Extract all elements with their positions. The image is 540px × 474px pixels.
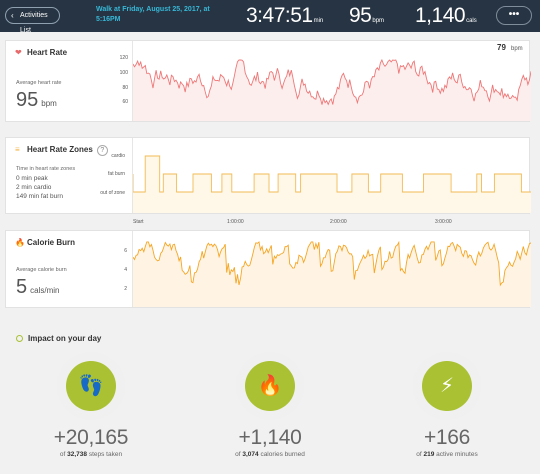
heart-rate-title: ❤ Heart Rate	[15, 48, 67, 57]
calorie-title-text: Calorie Burn	[27, 238, 76, 247]
avg-heart-rate-label: Average heart rate	[16, 80, 62, 86]
avg-heart-rate-value: 95	[16, 89, 39, 111]
calorie-area	[133, 241, 531, 307]
hr-ytick-100: 100	[120, 70, 129, 76]
calories-suffix: calories burned	[260, 451, 305, 458]
active-minutes-suffix: active minutes	[436, 451, 478, 458]
zones-bars-icon: ≡	[15, 145, 20, 154]
impact-dot-icon	[16, 335, 23, 342]
steps-total: 32,738	[67, 451, 88, 458]
avg-calorie-label: Average calorie burn	[16, 267, 67, 273]
xtick-start: Start	[133, 219, 144, 225]
zone-ytick-cardio: cardio	[111, 153, 125, 159]
heart-rate-summary: ❤ Heart Rate Average heart rate 95 bpm	[6, 41, 132, 121]
hr-ytick-60: 60	[122, 99, 128, 105]
avg-calorie-value: 5	[16, 276, 28, 298]
calories-ring: 🔥	[236, 352, 304, 420]
heart-rate-stat: 95bpm	[349, 4, 384, 28]
lightning-icon: ⚡	[422, 361, 472, 411]
cal-ytick-2: 2	[124, 286, 127, 292]
calorie-burn-chart[interactable]	[132, 231, 531, 307]
more-dots-icon: •••	[508, 9, 520, 20]
zone-peak: 0 min peak	[16, 175, 48, 182]
avg-calorie-unit: cals/min	[30, 286, 60, 295]
impact-title-text: Impact on your day	[28, 334, 102, 343]
heart-rate-value: 95	[349, 4, 372, 27]
calorie-burn-card: 🔥 Calorie Burn Average calorie burn 5 cals…	[5, 230, 531, 308]
zone-fat-burn: 149 min fat burn	[16, 193, 63, 200]
heart-rate-unit: bpm	[372, 18, 385, 24]
zone-cardio: 2 min cardio	[16, 184, 52, 191]
flame-icon: 🔥	[15, 238, 25, 247]
more-options-button[interactable]: •••	[496, 6, 532, 25]
flame-badge-icon: 🔥	[245, 361, 295, 411]
heart-rate-zones-card: ≡ Heart Rate Zones? Time in heart rate zo…	[5, 137, 531, 214]
active-minutes-ring: ⚡	[413, 352, 481, 420]
impact-active-minutes: ⚡ +166 of 219 active minutes	[377, 352, 517, 458]
avg-heart-rate-unit: bpm	[41, 99, 57, 108]
steps-of: of	[59, 451, 66, 458]
help-icon[interactable]: ?	[96, 145, 108, 156]
xtick-1h: 1:00:00	[227, 219, 244, 225]
time-axis: Start 1:00:00 2:00:00 3:00:00	[133, 219, 452, 225]
zone-ytick-out-of-zone: out of zone	[100, 190, 125, 196]
calories-added: +1,140	[238, 426, 302, 449]
hr-ytick-120-label: 120	[120, 55, 129, 61]
cal-ytick-4: 4	[124, 267, 127, 273]
calories-total: 3,074	[242, 451, 259, 458]
heart-rate-line	[133, 58, 531, 106]
calorie-summary: 🔥 Calorie Burn Average calorie burn 5 cals…	[6, 231, 132, 307]
activities-list-button[interactable]: ‹ Activities List	[5, 7, 60, 34]
calorie-line	[133, 240, 531, 287]
avg-calorie: 5 cals/min	[16, 276, 59, 299]
calories-stat: 1,140cals	[415, 4, 477, 28]
active-minutes-total: 219	[423, 451, 435, 458]
cal-ytick-6: 6	[124, 248, 127, 254]
steps-added: +20,165	[53, 426, 129, 449]
zones-title: ≡ Heart Rate Zones?	[15, 145, 108, 156]
chevron-left-icon: ‹	[11, 11, 14, 20]
current-hr-value: 79	[497, 43, 506, 52]
zones-line	[133, 155, 531, 193]
zone-ytick-fat-burn: fat burn	[108, 171, 125, 177]
impact-calories: 🔥 +1,140 of 3,074 calories burned	[200, 352, 340, 458]
active-minutes-total-line: of 219 active minutes	[377, 451, 517, 458]
xtick-3h: 3:00:00	[435, 219, 452, 225]
heart-rate-chart[interactable]: 120 79 bpm	[132, 41, 531, 121]
duration-unit: min	[313, 18, 324, 24]
zones-summary: ≡ Heart Rate Zones? Time in heart rate zo…	[6, 138, 132, 213]
hr-ytick-80: 80	[122, 85, 128, 91]
heart-rate-area	[133, 60, 531, 121]
calories-value: 1,140	[415, 4, 466, 27]
calorie-title: 🔥 Calorie Burn	[15, 238, 75, 247]
current-hr-unit: bpm	[511, 46, 523, 52]
heart-rate-title-text: Heart Rate	[27, 48, 68, 57]
calories-unit: cals	[466, 18, 477, 24]
heart-rate-card: ❤Heart Rate Average heart rate 95bpm 120…	[5, 40, 531, 122]
activity-title: Walk at Friday, August 25, 2017, at 5:16…	[96, 6, 210, 23]
impact-steps: 👣 +20,165 of 32,738 steps taken	[21, 352, 161, 458]
steps-suffix: steps taken	[88, 451, 123, 458]
activities-list-label: Activities List	[20, 12, 48, 34]
steps-total-line: of 32,738 steps taken	[21, 451, 161, 458]
duration-value: 3:47:51	[246, 4, 313, 27]
zones-area	[133, 156, 531, 213]
zones-time-label: Time in heart rate zones	[16, 166, 76, 172]
steps-ring: 👣	[57, 352, 125, 420]
heart-icon: ❤	[15, 48, 22, 57]
heart-rate-zones-chart[interactable]	[132, 138, 531, 213]
active-minutes-added: +166	[423, 426, 471, 449]
avg-heart-rate: 95 bpm	[16, 89, 57, 112]
calories-of: of	[235, 451, 241, 458]
duration-stat: 3:47:51min	[246, 4, 323, 28]
impact-title: Impact on your day	[16, 334, 101, 343]
y-axis-labels: 120 100 80 60 cardio fat burn out of zon…	[100, 55, 129, 292]
xtick-2h: 2:00:00	[330, 219, 347, 225]
top-bar: ‹ Activities List Walk at Friday, August…	[0, 0, 540, 34]
active-of: of	[416, 451, 422, 458]
footsteps-icon: 👣	[66, 361, 116, 411]
zones-title-text: Heart Rate Zones	[27, 145, 93, 154]
calories-total-line: of 3,074 calories burned	[200, 451, 340, 458]
